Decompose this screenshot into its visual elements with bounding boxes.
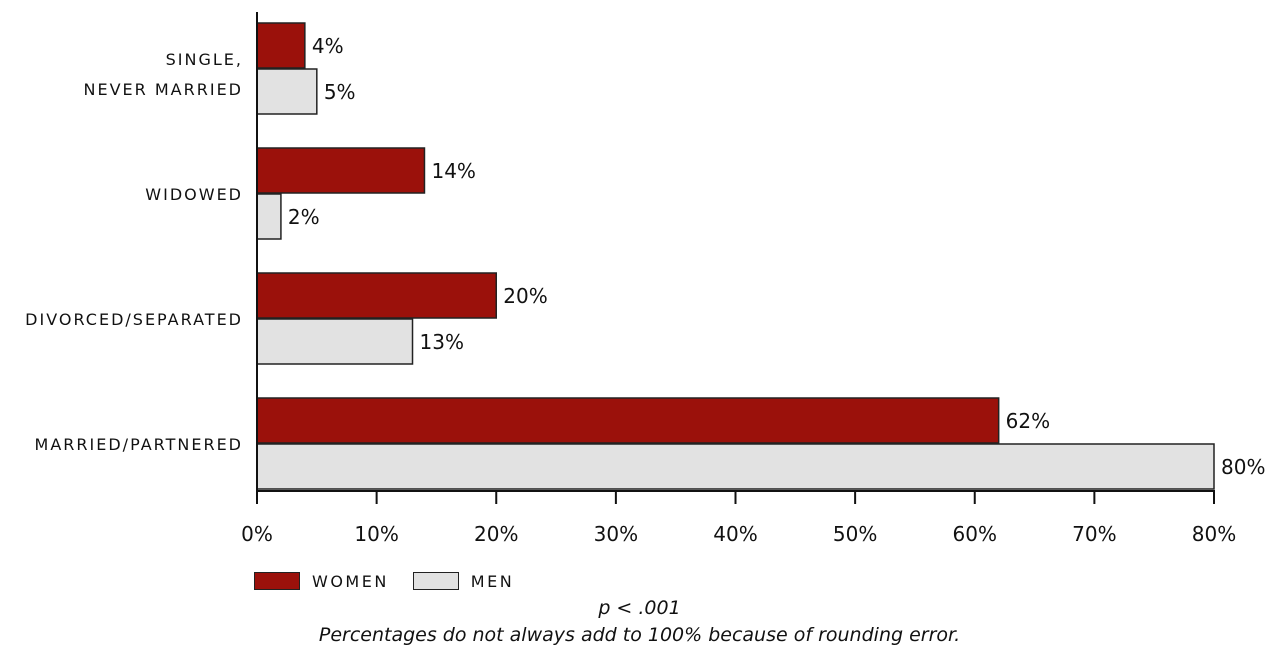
bar-women-1 <box>256 147 426 194</box>
axes-group <box>256 12 1215 504</box>
category-label-2: DIVORCED/SEPARATED <box>25 310 243 329</box>
bar-men-1 <box>256 193 282 240</box>
category-label-3: MARRIED/PARTNERED <box>35 435 243 454</box>
category-label-1: WIDOWED <box>145 185 243 204</box>
bar-men-0 <box>256 68 318 115</box>
value-label-men-2: 13% <box>420 330 464 354</box>
bar-men-2 <box>256 318 414 365</box>
bars-group <box>256 22 1215 490</box>
x-tick-label-5: 50% <box>833 522 877 546</box>
legend-swatch-women <box>254 572 300 590</box>
bar-women-2 <box>256 272 497 319</box>
value-labels: 4% 5% 14% 2% 20% 13% 62% 80% <box>288 34 1266 479</box>
legend-item-women: WOMEN <box>254 572 389 591</box>
legend-item-men: MEN <box>412 571 515 591</box>
value-label-women-0: 4% <box>312 34 344 58</box>
x-tick-label-1: 10% <box>354 522 398 546</box>
significance-note: p < .001 <box>598 597 681 619</box>
value-label-women-1: 14% <box>431 159 475 183</box>
bar-chart: SINGLE, NEVER MARRIED WIDOWED DIVORCED/SEPA… <box>25 12 1266 546</box>
value-label-men-3: 80% <box>1221 455 1265 479</box>
x-tick-label-4: 40% <box>713 522 757 546</box>
value-label-men-1: 2% <box>288 205 320 229</box>
bar-women-3 <box>256 397 1000 444</box>
category-label-0-line1: SINGLE, <box>166 50 243 69</box>
x-tick-label-0: 0% <box>241 522 273 546</box>
x-tick-label-6: 60% <box>953 522 997 546</box>
legend: WOMEN MEN <box>254 570 538 592</box>
bar-men-3 <box>256 443 1215 490</box>
legend-swatch-men <box>412 572 459 590</box>
bar-women-0 <box>256 22 306 69</box>
x-tick-label-2: 20% <box>474 522 518 546</box>
legend-label-women: WOMEN <box>312 571 389 591</box>
category-label-0-line2: NEVER MARRIED <box>84 80 243 99</box>
x-tick-label-7: 70% <box>1072 522 1116 546</box>
value-label-women-2: 20% <box>503 284 547 308</box>
category-labels: SINGLE, NEVER MARRIED WIDOWED DIVORCED/SEPA… <box>25 50 243 454</box>
value-label-men-0: 5% <box>324 80 356 104</box>
tick-labels: 0% 10% 20% 30% 40% 50% 60% 70% 80% <box>241 522 1236 546</box>
value-label-women-3: 62% <box>1006 409 1050 433</box>
x-tick-label-8: 80% <box>1192 522 1236 546</box>
rounding-note: Percentages do not always add to 100% be… <box>318 624 961 646</box>
x-tick-label-3: 30% <box>594 522 638 546</box>
legend-label-men: MEN <box>470 571 515 591</box>
